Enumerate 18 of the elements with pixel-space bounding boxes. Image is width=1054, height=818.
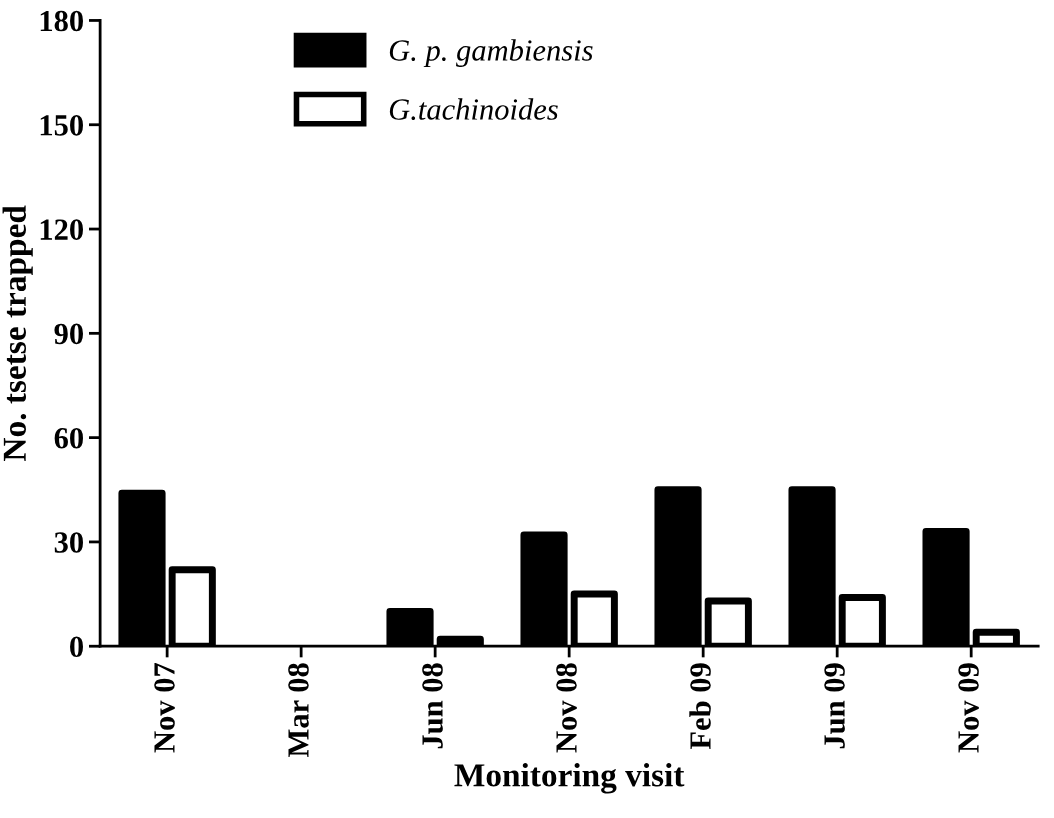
x-tick-label: Nov 07 <box>154 662 175 753</box>
x-tick-label: Nov 08 <box>556 663 577 753</box>
y-tick-label: 0 <box>70 636 83 658</box>
y-tick-label: 90 <box>54 323 83 345</box>
x-tick-label: Jun 08 <box>422 663 443 749</box>
legend-label: G. p. gambiensis <box>389 39 593 67</box>
y-tick-label: 30 <box>54 532 83 553</box>
y-axis-title: No. tsetse trapped <box>2 205 33 461</box>
y-tick-label: 180 <box>40 10 83 32</box>
x-tick-label: Feb 09 <box>689 663 711 750</box>
y-tick-label: 60 <box>54 427 83 449</box>
x-tick-label: Mar 08 <box>288 663 309 758</box>
legend-label: G.tachinoides <box>389 98 558 120</box>
y-tick-label: 120 <box>40 219 83 240</box>
x-tick-label: Nov 09 <box>958 663 979 753</box>
x-tick-label: Jun 09 <box>824 663 845 749</box>
x-axis-title: Monitoring visit <box>454 763 685 794</box>
y-tick-label: 150 <box>40 115 83 136</box>
